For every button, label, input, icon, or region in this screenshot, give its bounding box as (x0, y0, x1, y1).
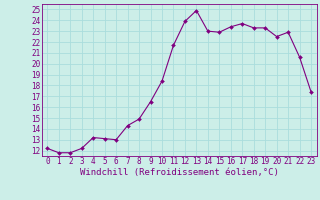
X-axis label: Windchill (Refroidissement éolien,°C): Windchill (Refroidissement éolien,°C) (80, 168, 279, 177)
